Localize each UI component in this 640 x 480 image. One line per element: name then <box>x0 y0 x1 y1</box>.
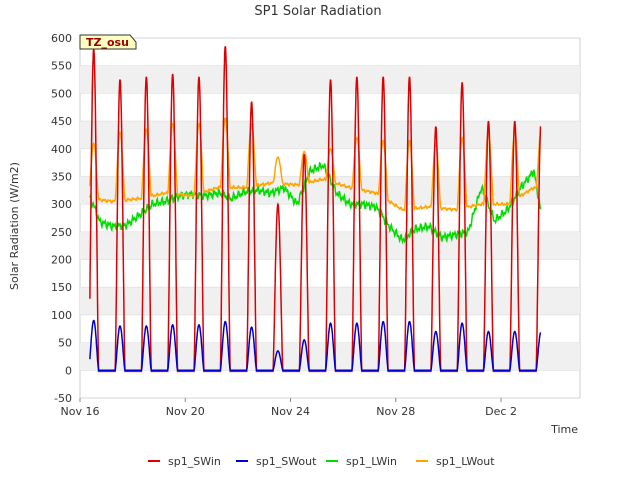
y-tick-label: 600 <box>51 32 72 45</box>
x-tick-label: Nov 20 <box>166 405 205 418</box>
x-axis-ticks: Nov 16 Nov 20 Nov 24 Nov 28 Dec 2 <box>61 398 517 418</box>
grid-band <box>80 287 580 315</box>
x-tick-label: Nov 16 <box>61 405 100 418</box>
y-tick-label: 350 <box>51 170 72 183</box>
chart-title: SP1 Solar Radiation <box>254 4 381 19</box>
tz-badge-box <box>79 34 137 50</box>
tz-badge: TZ_osu <box>79 34 137 50</box>
series-line-sp1_SWin <box>89 46 542 373</box>
y-tick-label: 300 <box>51 198 72 211</box>
legend-label-sp1_SWin: sp1_SWin <box>168 455 221 468</box>
grid-band <box>80 121 580 149</box>
series-lines <box>89 46 542 373</box>
y-tick-label: 550 <box>51 60 72 73</box>
x-axis-label: Time <box>550 423 578 436</box>
y-tick-label: 150 <box>51 281 72 294</box>
legend-label-sp1_SWout: sp1_SWout <box>256 455 317 468</box>
y-tick-label: 200 <box>51 254 72 267</box>
y-tick-label: 0 <box>65 364 72 377</box>
y-tick-label: -50 <box>54 392 72 405</box>
grid-band <box>80 342 580 371</box>
legend: sp1_SWin sp1_SWout sp1_LWin sp1_LWout <box>148 455 495 468</box>
series-line-sp1_SWout <box>89 319 542 372</box>
grid-band <box>80 231 580 260</box>
legend-label-sp1_LWout: sp1_LWout <box>436 455 495 468</box>
y-axis-ticks: -50 0 50 100 150 200 250 300 350 400 450 500 550 600 <box>51 32 72 405</box>
legend-label-sp1_LWin: sp1_LWin <box>346 455 397 468</box>
y-tick-label: 50 <box>58 337 72 350</box>
series-line-sp1_LWout <box>89 117 542 212</box>
y-tick-label: 400 <box>51 143 72 156</box>
y-tick-label: 100 <box>51 309 72 322</box>
y-tick-label: 250 <box>51 226 72 239</box>
tz-badge-label: TZ_osu <box>86 36 129 49</box>
y-tick-label: 450 <box>51 115 72 128</box>
x-tick-label: Nov 28 <box>376 405 415 418</box>
y-tick-label: 500 <box>51 87 72 100</box>
x-tick-label: Nov 24 <box>271 405 310 418</box>
y-axis-label: Solar Radiation (W/m2) <box>8 162 21 290</box>
x-tick-label: Dec 2 <box>485 405 517 418</box>
